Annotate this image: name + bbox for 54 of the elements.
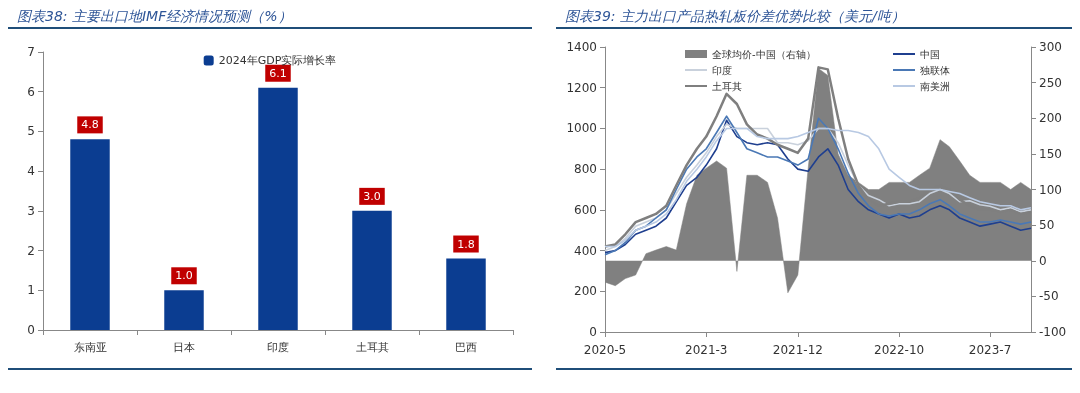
y-tick-label: 1400 [566, 40, 597, 54]
legend-label: 中国 [920, 48, 940, 60]
x-tick-label: 2020-5 [583, 343, 627, 357]
y2-tick-label: 50 [1039, 218, 1055, 233]
y-tick-label: 200 [574, 284, 597, 299]
x-tick-label: 巴西 [455, 341, 477, 354]
y-tick-label: 1200 [566, 80, 597, 95]
legend-label: 南美洲 [920, 80, 950, 92]
x-tick-label: 2021-12 [772, 343, 823, 357]
legend-label: 全球均价-中国（右轴） [712, 48, 816, 60]
y-tick-label: 0 [27, 323, 35, 337]
y2-tick-label: 200 [1039, 111, 1062, 126]
x-tick-label: 东南亚 [73, 341, 107, 354]
bar [70, 139, 110, 330]
y2-tick-label: -100 [1039, 325, 1067, 339]
y-tick-label: 2 [27, 243, 35, 258]
x-tick-label: 印度 [267, 341, 289, 354]
y-tick-label: 400 [574, 243, 597, 258]
chart-title: 图表38: 主要出口地IMF经济情况预测（%） [17, 8, 292, 24]
y2-tick-label: 100 [1039, 182, 1062, 197]
x-tick-label: 2023-7 [968, 343, 1012, 357]
y-tick-label: 4 [27, 164, 35, 179]
data-label: 4.8 [81, 118, 99, 132]
data-label: 1.8 [457, 237, 475, 251]
x-tick-label: 日本 [173, 341, 195, 354]
y-tick-label: 800 [574, 162, 597, 177]
x-tick-label: 2022-10 [874, 343, 925, 357]
data-label: 3.0 [363, 189, 381, 203]
y-tick-label: 6 [27, 84, 35, 99]
y-tick-label: 5 [27, 124, 35, 139]
y-tick-label: 0 [589, 325, 597, 339]
y-tick-label: 7 [27, 45, 35, 59]
y2-tick-label: 300 [1039, 40, 1062, 54]
legend-label: 印度 [712, 64, 732, 76]
bar [258, 87, 298, 330]
y2-tick-label: 250 [1039, 75, 1062, 90]
bar [164, 290, 204, 330]
y-tick-label: 1000 [566, 121, 597, 136]
y-tick-label: 3 [27, 203, 35, 218]
legend-label: 独联体 [920, 64, 950, 76]
bar [446, 258, 486, 330]
data-label: 6.1 [269, 66, 287, 80]
x-tick-label: 土耳其 [355, 341, 389, 354]
y2-tick-label: -50 [1039, 289, 1059, 304]
y-tick-label: 1 [27, 283, 35, 298]
x-tick-label: 2021-3 [685, 343, 728, 357]
y2-tick-label: 0 [1039, 253, 1047, 268]
legend-label: 2024年GDP实际增长率 [218, 54, 337, 67]
bar [352, 210, 392, 330]
chart-title: 图表39: 主力出口产品热轧板价差优势比较（美元/吨） [565, 8, 905, 24]
legend-label: 土耳其 [712, 80, 742, 92]
data-label: 1.0 [175, 269, 193, 283]
y2-tick-label: 150 [1039, 146, 1062, 161]
y-tick-label: 600 [574, 202, 597, 217]
